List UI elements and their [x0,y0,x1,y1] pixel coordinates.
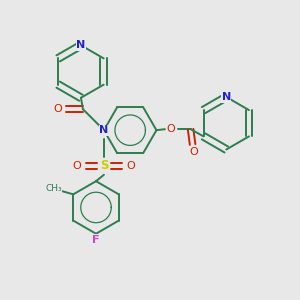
Text: O: O [73,161,82,171]
Text: N: N [99,125,109,135]
Text: O: O [189,147,198,157]
Text: N: N [76,40,86,50]
Text: CH₃: CH₃ [45,184,62,193]
Text: O: O [167,124,175,134]
Text: O: O [126,161,135,171]
Text: O: O [53,104,62,114]
Text: S: S [100,159,108,172]
Text: N: N [222,92,231,102]
Text: F: F [92,235,100,245]
